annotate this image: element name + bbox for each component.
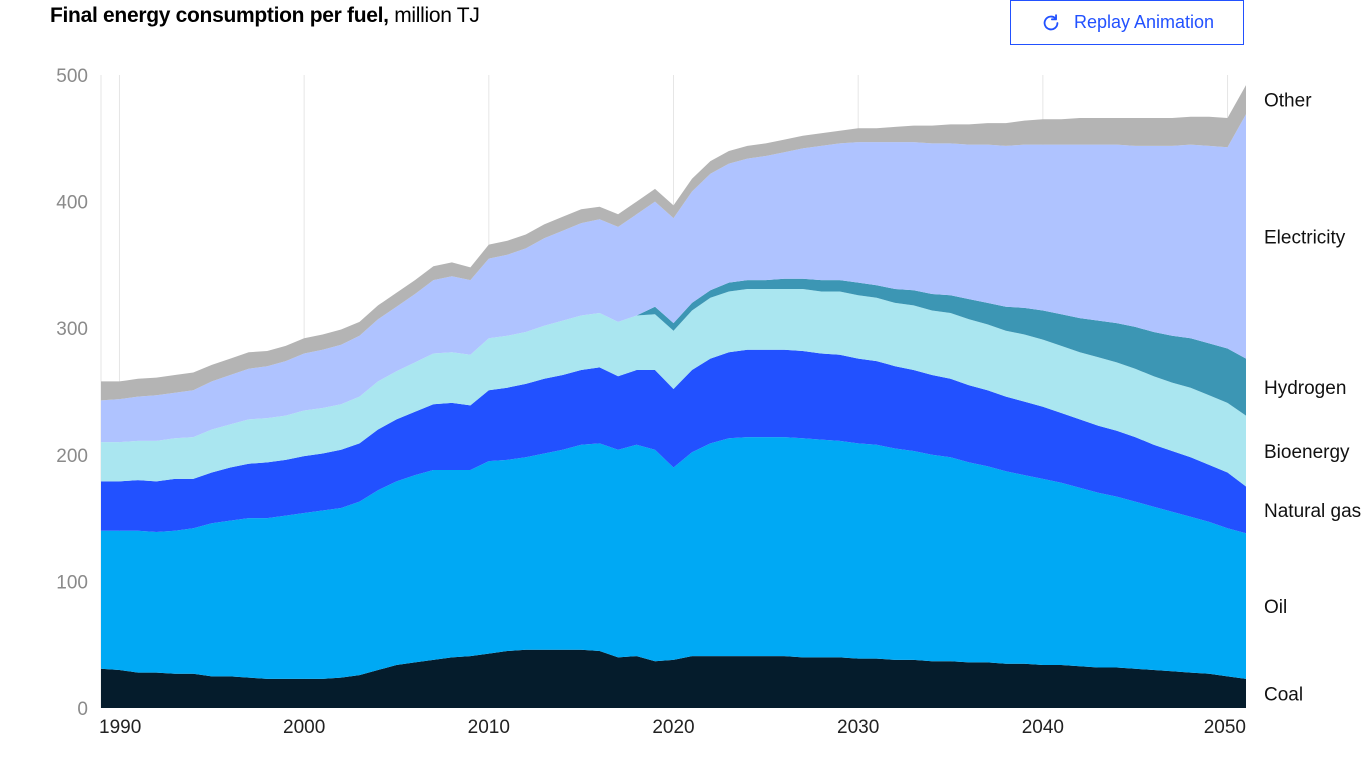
area-coal xyxy=(101,649,1246,708)
legend-label-natural-gas: Natural gas xyxy=(1264,501,1361,522)
area-oil xyxy=(101,437,1246,679)
area-natural-gas xyxy=(101,349,1246,534)
y-tick-label: 500 xyxy=(56,66,88,87)
chart-title: Final energy consumption per fuel, milli… xyxy=(50,4,480,28)
x-tick-label: 2000 xyxy=(283,717,325,738)
x-tick-label: 2050 xyxy=(1204,717,1246,738)
area-other xyxy=(101,85,1246,401)
x-tick-label: 2030 xyxy=(837,717,879,738)
legend-label-coal: Coal xyxy=(1264,684,1303,705)
x-tick-label: 1990 xyxy=(99,717,141,738)
refresh-icon xyxy=(1043,13,1059,30)
y-tick-label: 400 xyxy=(56,193,88,214)
area-bioenergy xyxy=(101,289,1246,487)
x-tick-label: 2010 xyxy=(468,717,510,738)
legend-label-electricity: Electricity xyxy=(1264,227,1346,248)
x-tick-label: 2040 xyxy=(1022,717,1064,738)
y-tick-label: 300 xyxy=(56,319,88,340)
legend-label-other: Other xyxy=(1264,91,1312,112)
legend-label-hydrogen: Hydrogen xyxy=(1264,378,1346,399)
area-electricity xyxy=(101,114,1246,443)
legend-label-oil: Oil xyxy=(1264,597,1287,618)
chart-title-main: Final energy consumption per fuel, xyxy=(50,4,389,27)
x-tick-label: 2020 xyxy=(652,717,694,738)
y-tick-label: 100 xyxy=(56,572,88,593)
replay-animation-label: Replay Animation xyxy=(1073,12,1215,32)
legend-label-bioenergy: Bioenergy xyxy=(1264,442,1350,463)
replay-animation-button[interactable]: Replay Animation xyxy=(1010,0,1244,45)
chart-title-unit: million TJ xyxy=(394,4,480,27)
y-tick-label: 200 xyxy=(56,446,88,467)
y-tick-label: 0 xyxy=(77,699,88,720)
